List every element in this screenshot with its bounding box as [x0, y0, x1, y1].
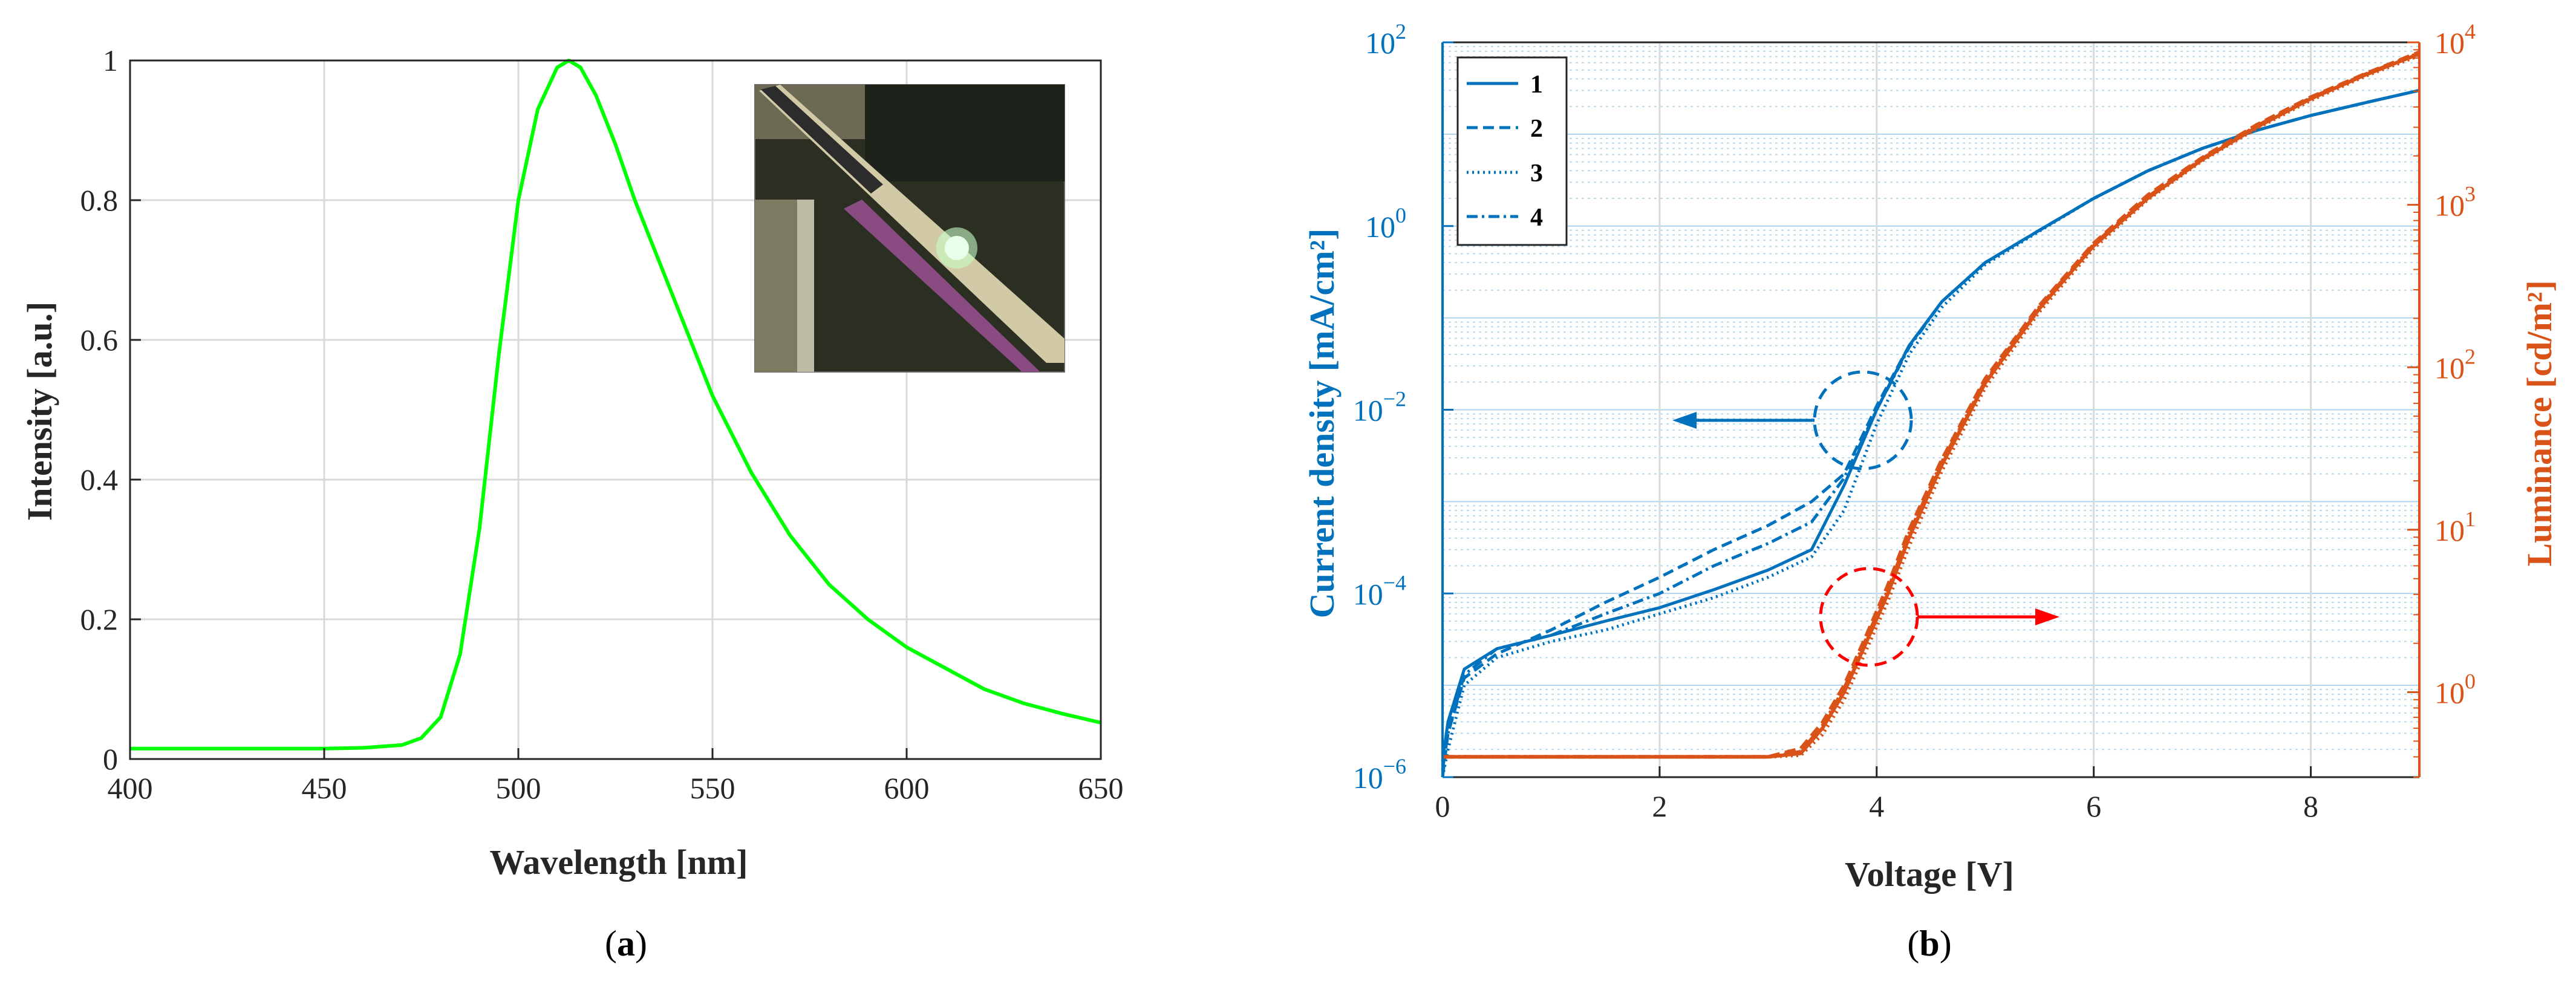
chart-b-right-axis-label: Luminance [cd/m²]: [2520, 280, 2559, 566]
a-x-tick-label: 450: [302, 771, 347, 805]
a-x-tick-label: 500: [496, 771, 541, 805]
b-right-tick-label: 103: [2434, 182, 2476, 223]
panel-a-caption: (a): [605, 924, 647, 963]
chart-b-grid: [1441, 42, 2419, 778]
legend-label-3: 3: [1530, 160, 1543, 187]
chart-b: 0 2 4 6 8 10−6 10−4 10−2 100 102 100 101 102 103 104…: [1302, 19, 2559, 963]
b-right-tick-label: 100: [2434, 670, 2476, 710]
a-y-tick-label: 0.8: [80, 183, 119, 217]
chart-b-luminance-lines: [1443, 50, 2421, 759]
chart-b-left-axis-label: Current density [mA/cm²]: [1302, 229, 1342, 619]
chart-b-right-tick-labels: 100 101 102 103 104: [2434, 19, 2476, 710]
a-y-tick-label: 1: [103, 44, 118, 77]
chart-a-x-axis-label: Wavelength [nm]: [490, 842, 748, 882]
chart-b-current-density-lines: [1441, 88, 2420, 778]
a-y-tick-label: 0: [103, 742, 118, 776]
a-x-tick-label: 400: [108, 771, 153, 805]
panel-b-caption: (b): [1907, 924, 1951, 963]
a-y-tick-label: 0.2: [80, 602, 119, 636]
luminance-line-4: [1443, 51, 2421, 759]
b-left-tick-label: 102: [1365, 19, 1406, 60]
b-x-tick-label: 8: [2303, 789, 2318, 823]
chart-a-x-tick-labels: 400 450 500 550 600 650: [108, 771, 1124, 805]
a-y-tick-label: 0.6: [80, 323, 119, 357]
annotation-current-density: [1672, 370, 1913, 471]
b-left-tick-label: 10−6: [1353, 754, 1406, 795]
b-x-tick-label: 2: [1652, 789, 1667, 823]
current-density-line-2: [1441, 88, 2420, 778]
chart-a-lines: [130, 59, 1101, 751]
luminance-line-3: [1443, 53, 2421, 759]
chart-a-ticks: [129, 59, 1102, 760]
a-y-tick-label: 0.4: [80, 463, 119, 497]
b-right-tick-label: 101: [2434, 507, 2476, 547]
b-right-tick-label: 104: [2434, 19, 2476, 60]
chart-a-y-tick-labels: 0 0.2 0.4 0.6 0.8 1: [80, 44, 119, 776]
chart-a-y-axis-label: Intensity [a.u.]: [20, 302, 59, 521]
a-x-tick-label: 600: [884, 771, 930, 805]
b-x-tick-label: 4: [1869, 789, 1884, 823]
legend-label-2: 2: [1530, 115, 1543, 143]
current-density-line-1: [1441, 88, 2420, 761]
b-left-tick-label: 100: [1365, 203, 1406, 244]
chart-b-left-tick-labels: 10−6 10−4 10−2 100 102: [1353, 19, 1406, 795]
legend-label-1: 1: [1530, 71, 1543, 99]
b-right-tick-label: 102: [2434, 344, 2476, 385]
b-x-tick-label: 6: [2086, 789, 2101, 823]
current-density-line-3: [1441, 88, 2420, 778]
luminance-line-1: [1443, 52, 2421, 759]
chart-a: 400 450 500 550 600 650 0 0.2 0.4 0.6 0.8 1 Wavele…: [20, 44, 1124, 963]
b-left-tick-label: 10−4: [1353, 570, 1406, 611]
inset-device-photo: [754, 84, 1065, 373]
luminance-line-2: [1443, 50, 2421, 759]
a-x-tick-label: 550: [690, 771, 735, 805]
chart-b-axes: [1441, 41, 2421, 778]
b-x-tick-label: 0: [1435, 789, 1450, 823]
spectrum-line: [130, 59, 1101, 751]
a-x-tick-label: 650: [1078, 771, 1124, 805]
legend-label-4: 4: [1530, 204, 1543, 232]
chart-b-legend: 1 2 3 4: [1456, 56, 1568, 246]
b-left-tick-label: 10−2: [1353, 387, 1406, 428]
chart-b-x-axis-label: Voltage [V]: [1845, 855, 2014, 894]
chart-a-frame: [129, 59, 1102, 760]
chart-b-x-tick-labels: 0 2 4 6 8: [1435, 789, 2319, 823]
annotation-luminance: [1819, 567, 2059, 667]
current-density-line-4: [1441, 88, 2420, 771]
